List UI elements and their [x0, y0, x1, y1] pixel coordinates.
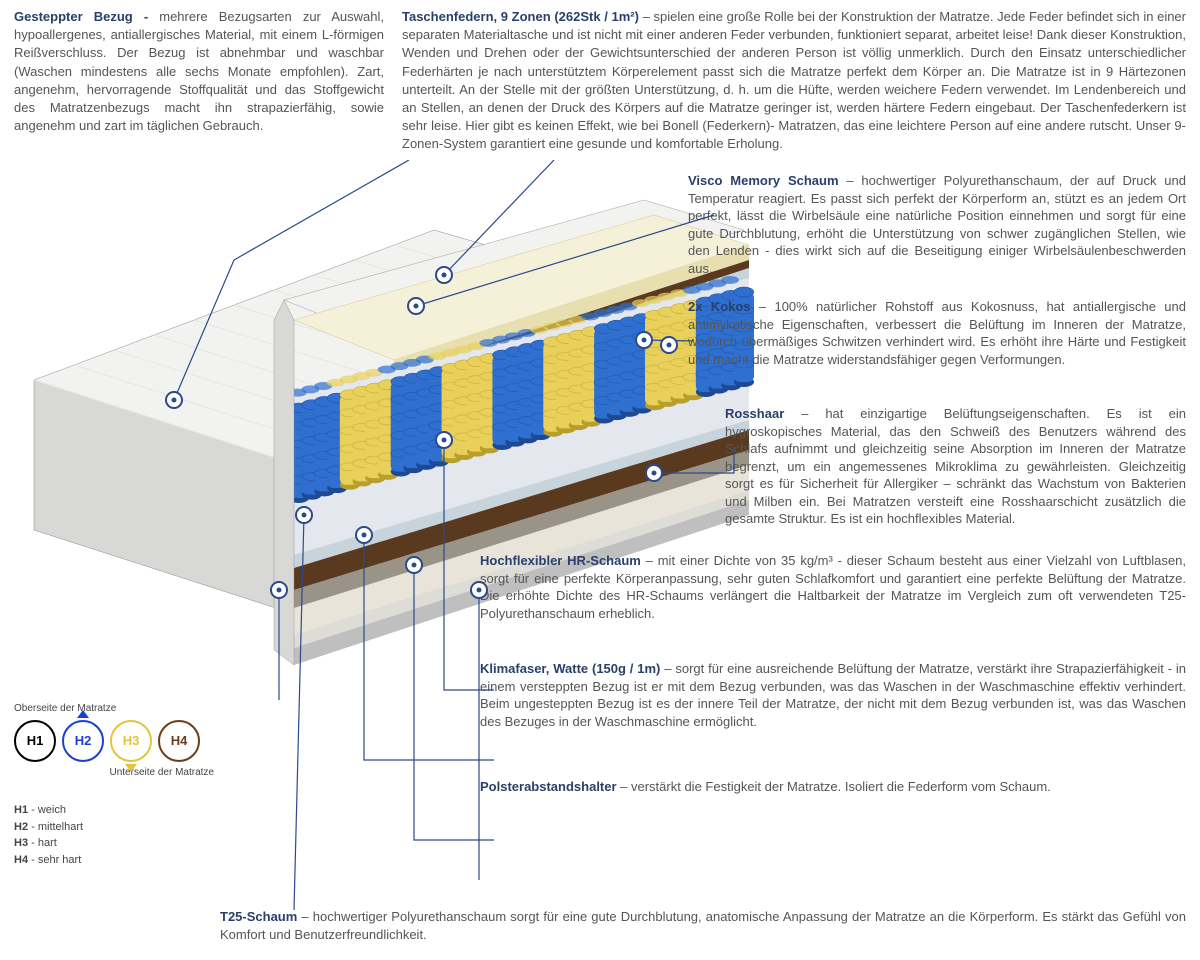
- layer-body: – verstärkt die Festigkeit der Matratze.…: [617, 779, 1051, 794]
- cover-body: mehrere Bezugsarten zur Auswahl, hypoall…: [14, 9, 384, 133]
- hardness-circle: H1: [14, 720, 56, 762]
- layer-title: 2x Kokos: [688, 299, 751, 314]
- layer-description: Visco Memory Schaum – hochwertiger Polyu…: [688, 172, 1186, 277]
- layer-title: Klimafaser, Watte (150g / 1m): [480, 661, 660, 676]
- layer-body: – hochwertiger Polyurethanschaum, der au…: [688, 173, 1186, 276]
- arrow-down-icon: [125, 764, 137, 772]
- legend-bot-label: Unterseite der Matratze: [14, 766, 214, 780]
- legend-list: H1 - weichH2 - mittelhartH3 - hartH4 - s…: [14, 802, 264, 868]
- layer-title: Visco Memory Schaum: [688, 173, 839, 188]
- t25-title: T25-Schaum: [220, 909, 297, 924]
- springs-description: Taschenfedern, 9 Zonen (262Stk / 1m²) – …: [402, 8, 1186, 154]
- mattress-diagram: [14, 160, 754, 720]
- arrow-up-icon: [77, 710, 89, 718]
- hardness-circle: H3: [110, 720, 152, 762]
- legend-circles: H1H2H3H4: [14, 720, 264, 762]
- t25-description: T25-Schaum – hochwertiger Polyurethansch…: [220, 908, 1186, 943]
- cover-title: Gesteppter Bezug -: [14, 9, 159, 24]
- layer-description: Rosshaar – hat einzigartige Belüftungsei…: [725, 405, 1186, 528]
- layer-title: Hochflexibler HR-Schaum: [480, 553, 641, 568]
- springs-title: Taschenfedern, 9 Zonen (262Stk / 1m²): [402, 9, 639, 24]
- layer-title: Rosshaar: [725, 406, 784, 421]
- legend-top-label: Oberseite der Matratze: [14, 702, 264, 716]
- springs-body: – spielen eine große Rolle bei der Konst…: [402, 9, 1186, 151]
- hardness-circle: H2: [62, 720, 104, 762]
- legend-item: H3 - hart: [14, 835, 264, 852]
- layer-body: – 100% natürlicher Rohstoff aus Kokosnus…: [688, 299, 1186, 367]
- legend-item: H1 - weich: [14, 802, 264, 819]
- t25-body: – hochwertiger Polyurethanschaum sorgt f…: [220, 909, 1186, 942]
- cover-description: Gesteppter Bezug - mehrere Bezugsarten z…: [14, 8, 384, 154]
- layer-description: Polsterabstandshalter – verstärkt die Fe…: [480, 778, 1186, 796]
- legend-item: H2 - mittelhart: [14, 819, 264, 836]
- layer-description: Klimafaser, Watte (150g / 1m) – sorgt fü…: [480, 660, 1186, 730]
- hardness-legend: Oberseite der Matratze H1H2H3H4 Untersei…: [14, 702, 264, 868]
- layer-description: 2x Kokos – 100% natürlicher Rohstoff aus…: [688, 298, 1186, 368]
- mattress-cutaway-svg: [14, 160, 754, 720]
- layer-description: Hochflexibler HR-Schaum – mit einer Dich…: [480, 552, 1186, 622]
- layer-body: – hat einzigartige Belüftungseigenschaft…: [725, 406, 1186, 526]
- hardness-circle: H4: [158, 720, 200, 762]
- layer-title: Polsterabstandshalter: [480, 779, 617, 794]
- legend-item: H4 - sehr hart: [14, 852, 264, 869]
